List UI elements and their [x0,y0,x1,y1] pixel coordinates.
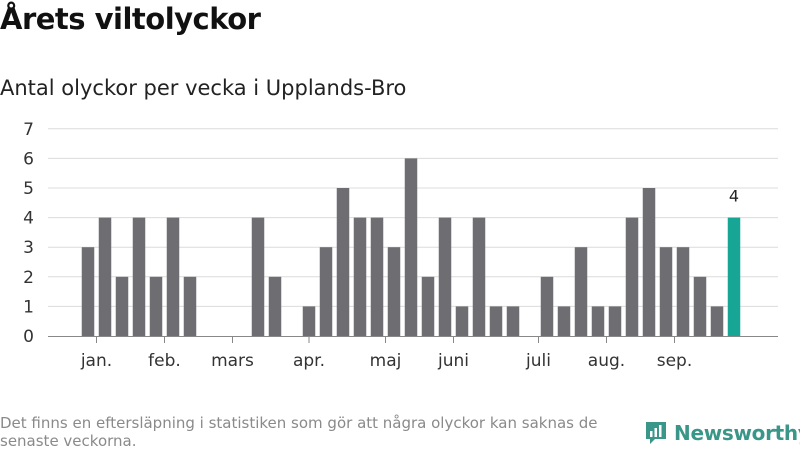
bar [132,217,146,336]
newsworthy-logo[interactable]: Newsworthy [644,420,800,446]
x-tick-label: apr. [293,351,325,371]
x-tick-label: juni [437,351,469,371]
x-tick-label: mars [211,351,254,371]
highlighted-bar [727,217,741,336]
x-tick-label: aug. [588,351,625,371]
bar [98,217,112,336]
brand-name: Newsworthy [674,421,800,445]
chart-subtitle: Antal olyckor per vecka i Upplands-Bro [0,76,407,100]
bar [387,247,401,336]
bar [251,217,265,336]
bar [370,217,384,336]
bar [302,306,316,336]
x-tick-label: feb. [148,351,181,371]
y-tick-label: 6 [23,149,34,169]
y-tick-label: 3 [23,238,34,258]
x-tick-label: juli [525,351,551,371]
bar [506,306,520,336]
bar [421,276,435,336]
y-tick-label: 4 [23,209,34,229]
y-tick-label: 0 [23,327,34,347]
bar [149,276,163,336]
x-tick-label: maj [370,351,402,371]
newsworthy-logo-icon [646,422,666,444]
bar [591,306,605,336]
y-tick-label: 1 [23,297,34,317]
bar [625,217,639,336]
bar [81,247,95,336]
bar-chart: 0 1 2 3 4 5 6 7 4 jan. feb. mars apr. maj juni juli aug.… [23,120,778,371]
bar [455,306,469,336]
bar [574,247,588,336]
bar [710,306,724,336]
chart-title: Årets viltolyckor [0,2,261,36]
bar [676,247,690,336]
bar [166,217,180,336]
bar [540,276,554,336]
bar [557,306,571,336]
bar [659,247,673,336]
bar [693,276,707,336]
bar [642,188,656,336]
bar [268,276,282,336]
y-tick-label: 7 [23,120,34,140]
bar [489,306,503,336]
y-tick-label: 2 [23,268,34,288]
bar [404,158,418,336]
y-tick-label: 5 [23,179,34,199]
bar [183,276,197,336]
bar [336,188,350,336]
bar [472,217,486,336]
bar [115,276,129,336]
x-tick-label: sep. [657,351,693,371]
bar [608,306,622,336]
footnote: Det finns en eftersläpning i statistiken… [0,414,598,450]
bar [438,217,452,336]
bar [319,247,333,336]
x-tick-label: jan. [80,351,112,371]
bar [353,217,367,336]
highlight-data-label: 4 [729,187,739,206]
